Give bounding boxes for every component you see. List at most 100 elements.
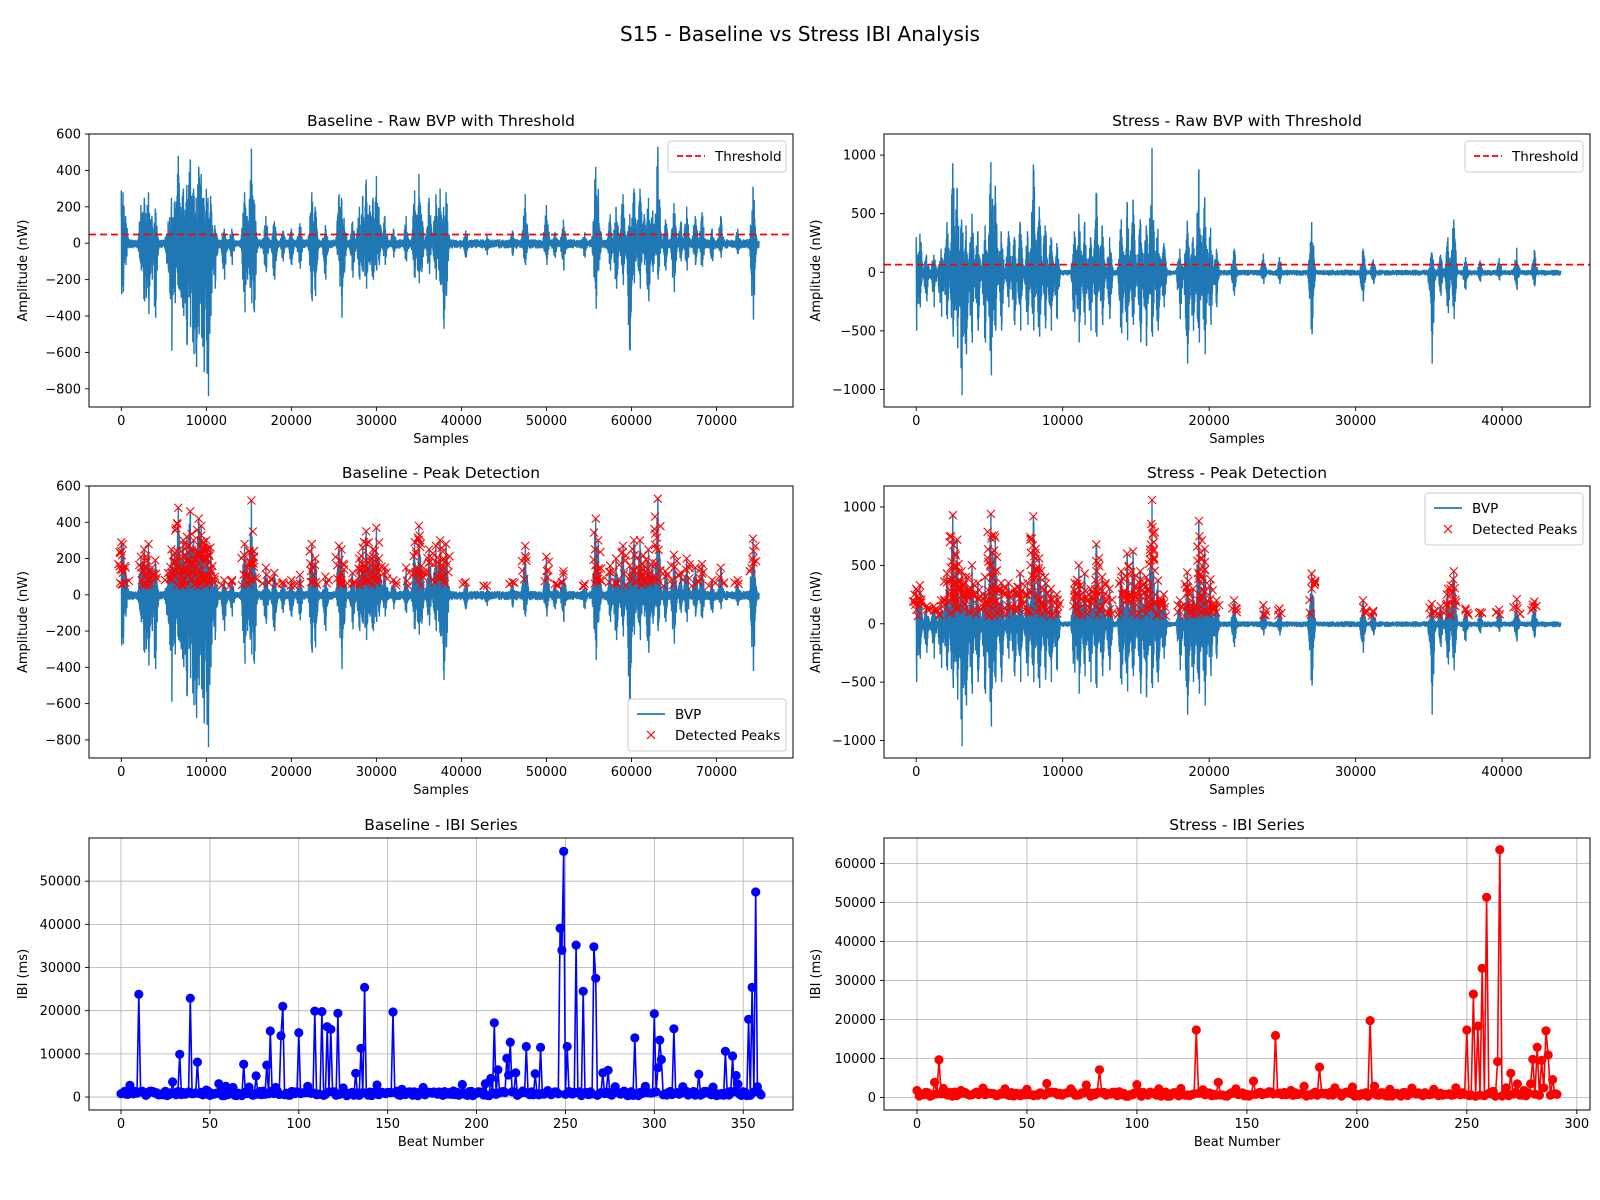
baseline-peaks-ticks: 0 10000 20000 30000 40000 50000 60000 70000 −800… bbox=[45, 480, 737, 781]
peak-marker bbox=[1188, 584, 1198, 594]
ibi-point bbox=[1132, 1080, 1142, 1090]
peak-marker bbox=[1102, 608, 1112, 618]
peak-marker bbox=[946, 593, 956, 603]
peak-marker bbox=[1259, 609, 1269, 619]
peak-marker bbox=[517, 566, 527, 576]
peak-marker bbox=[369, 552, 378, 561]
peak-marker bbox=[578, 581, 588, 591]
peak-marker bbox=[392, 578, 401, 587]
peak-marker bbox=[711, 578, 720, 588]
peak-marker bbox=[1015, 593, 1024, 603]
peak-marker bbox=[436, 564, 446, 574]
peak-marker bbox=[1307, 569, 1317, 578]
peak-marker bbox=[651, 573, 661, 583]
baseline-peaks-legend: BVP Detected Peaks bbox=[627, 698, 787, 752]
peak-marker bbox=[1197, 536, 1207, 545]
peak-marker bbox=[630, 566, 639, 576]
stress-peaks-ticks: 0 10000 20000 30000 40000 −1000 −500 0 500 1000 bbox=[832, 501, 1523, 780]
peak-marker bbox=[1464, 610, 1474, 620]
peak-marker bbox=[312, 580, 322, 589]
peak-marker bbox=[1114, 604, 1124, 614]
peak-marker bbox=[335, 555, 345, 565]
baseline-raw-title: Baseline - Raw BVP with Threshold bbox=[307, 112, 575, 130]
peak-marker bbox=[114, 559, 123, 569]
ibi-point bbox=[356, 1043, 366, 1053]
peak-marker bbox=[952, 535, 962, 545]
peak-marker bbox=[1128, 546, 1138, 556]
peak-marker bbox=[370, 546, 380, 556]
peak-marker bbox=[1034, 563, 1044, 573]
stress-ibi-ticks: 0 50 100 150 200 250 300 0 10000 20000 30000 40000 5… bbox=[835, 857, 1590, 1132]
baseline-ibi-frame bbox=[88, 837, 794, 1111]
stress-raw-title: Stress - Raw BVP with Threshold bbox=[1112, 112, 1362, 130]
peak-marker bbox=[210, 578, 219, 587]
peak-marker bbox=[945, 531, 954, 541]
peak-marker bbox=[950, 549, 960, 558]
peak-marker bbox=[915, 580, 925, 590]
peak-marker bbox=[185, 506, 195, 516]
peak-marker bbox=[1214, 600, 1224, 610]
peak-marker bbox=[915, 598, 925, 607]
peak-marker bbox=[1023, 607, 1033, 617]
ibi-point bbox=[562, 1041, 572, 1052]
peak-marker bbox=[179, 550, 189, 560]
peak-marker bbox=[559, 566, 568, 576]
peak-marker bbox=[1474, 608, 1484, 618]
peak-marker bbox=[382, 568, 391, 577]
peak-marker bbox=[1082, 609, 1092, 619]
peak-marker bbox=[1091, 575, 1100, 585]
peak-marker bbox=[652, 533, 662, 542]
peak-marker bbox=[311, 577, 321, 587]
peak-marker bbox=[435, 536, 445, 545]
ibi-markers bbox=[116, 846, 766, 1101]
peak-marker bbox=[248, 554, 258, 563]
x-tick-label: 0 bbox=[117, 765, 125, 780]
peak-marker bbox=[949, 540, 958, 550]
peak-marker bbox=[635, 536, 645, 545]
peak-marker bbox=[124, 576, 134, 586]
peak-marker bbox=[358, 569, 368, 579]
peak-marker bbox=[196, 578, 205, 588]
ibi-point bbox=[351, 1068, 361, 1078]
peak-marker bbox=[1016, 587, 1026, 596]
peak-marker bbox=[1196, 548, 1205, 557]
peak-marker bbox=[1122, 549, 1132, 559]
peak-marker bbox=[347, 579, 357, 589]
peak-marker bbox=[929, 606, 939, 616]
peak-marker bbox=[989, 546, 999, 555]
peak-marker bbox=[519, 574, 529, 584]
peak-marker bbox=[958, 597, 968, 607]
peak-marker bbox=[1028, 540, 1038, 550]
ibi-point bbox=[553, 1089, 563, 1099]
ibi-point bbox=[1534, 1090, 1544, 1100]
y-tick-label: 50000 bbox=[40, 875, 81, 890]
peak-marker bbox=[650, 512, 660, 522]
peak-marker bbox=[1029, 511, 1038, 521]
ibi-point bbox=[1532, 1042, 1542, 1052]
bvp-signal-line bbox=[120, 146, 760, 397]
peak-marker bbox=[1141, 572, 1151, 582]
peak-marker bbox=[1074, 560, 1084, 570]
x-tick-label: 20000 bbox=[1188, 414, 1229, 429]
peak-marker bbox=[460, 578, 469, 588]
peak-marker bbox=[1000, 590, 1010, 599]
peak-marker bbox=[1358, 596, 1368, 605]
peak-marker bbox=[210, 575, 220, 584]
peak-marker bbox=[1026, 535, 1035, 545]
peak-marker bbox=[745, 566, 755, 576]
stress-peaks-xlabel: Samples bbox=[1209, 783, 1265, 798]
ibi-point bbox=[486, 1073, 496, 1084]
ibi-point bbox=[502, 1053, 512, 1063]
peak-marker bbox=[935, 610, 945, 620]
peak-marker bbox=[579, 581, 589, 591]
peak-marker bbox=[625, 575, 635, 585]
x-tick-label: 10000 bbox=[1042, 414, 1083, 429]
peak-marker bbox=[1149, 553, 1159, 563]
peak-marker bbox=[237, 580, 247, 590]
ibi-point bbox=[1213, 1077, 1223, 1087]
peak-marker bbox=[687, 581, 697, 591]
ibi-point bbox=[744, 1014, 754, 1024]
peak-marker bbox=[239, 570, 249, 580]
y-tick-label: −200 bbox=[45, 625, 81, 640]
